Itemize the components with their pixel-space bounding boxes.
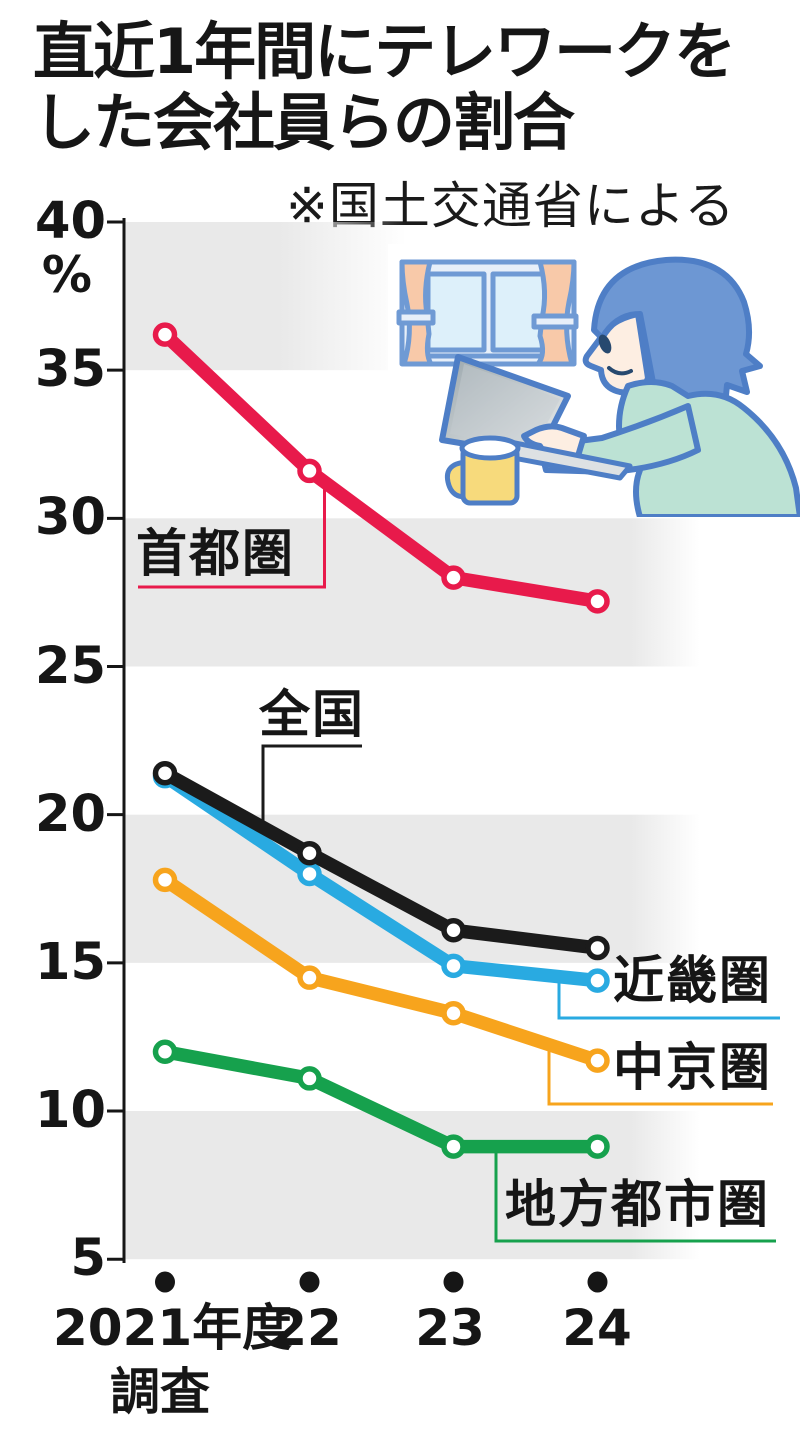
leader-line-zenkoku (261, 744, 362, 826)
label-leader-lines (138, 482, 780, 1243)
y-tick-label-40: 40 (35, 192, 106, 251)
marker-chukyo-22 (297, 965, 322, 990)
chart-title: 直近1年間にテレワークを した会社員らの割合 (33, 15, 736, 159)
curtain-right-icon (531, 259, 579, 367)
hand (521, 423, 587, 459)
x-tick-label-1: 22 (272, 1299, 342, 1357)
x-dot-0 (155, 1271, 175, 1293)
leader-line-chiho (494, 1146, 776, 1243)
y-tick-label-20: 20 (35, 784, 106, 844)
marker-chukyo-2021年度調査 (152, 867, 178, 893)
chart-title-line1: 直近1年間にテレワークを (33, 15, 736, 88)
series-line-zenkoku (161, 767, 599, 955)
marker-shutoken-22 (297, 458, 322, 484)
marker-kinki-24 (585, 968, 610, 993)
marker-zenkoku-23 (441, 918, 466, 943)
x-tick-label-0-line2: 調査 (110, 1363, 210, 1421)
x-tick-label-2: 23 (415, 1299, 485, 1357)
y-tick-label-5: 5 (70, 1229, 107, 1289)
marker-chiho-2021年度調査 (152, 1039, 178, 1065)
leader-line-kinki (557, 977, 780, 1020)
y-axis (107, 218, 126, 1263)
x-dot-1 (299, 1271, 320, 1293)
marker-zenkoku-2021年度調査 (152, 760, 178, 786)
curtain-left-icon (396, 259, 436, 367)
marker-shutoken-2021年度調査 (152, 322, 178, 347)
mug-icon (444, 435, 521, 506)
marker-shutoken-24 (585, 589, 610, 614)
chart-title-line2: した会社員らの割合 (33, 86, 575, 159)
marker-shutoken-23 (441, 565, 466, 590)
window-icon (396, 259, 579, 367)
series-label-shutoken: 首都圏 (136, 525, 296, 584)
leader-line-shutoken (138, 482, 326, 589)
marker-chukyo-23 (441, 1000, 466, 1026)
series-label-chiho: 地方都市圏 (505, 1176, 771, 1235)
gray-band-10-5 (124, 1111, 700, 1260)
marker-chiho-24 (585, 1134, 610, 1159)
series-line-chiho (163, 1045, 598, 1154)
marker-kinki-22 (297, 861, 322, 887)
x-tick-label-0: 2021年度 (53, 1299, 293, 1357)
y-tick-label-25: 25 (35, 636, 106, 696)
series-label-chukyo: 中京圏 (613, 1039, 773, 1098)
marker-chiho-22 (297, 1066, 322, 1091)
person-icon (521, 256, 800, 517)
smile (607, 366, 633, 376)
y-axis-unit-label: % (41, 246, 92, 304)
marker-zenkoku-24 (585, 935, 610, 961)
y-tick-label-10: 10 (35, 1081, 106, 1141)
series-label-kinki: 近畿圏 (613, 952, 773, 1011)
data-series (152, 322, 610, 1159)
y-tick-label-30: 30 (35, 488, 106, 548)
series-line-chukyo (161, 874, 600, 1068)
x-dot-2 (443, 1271, 464, 1293)
series-line-kinki (161, 770, 599, 988)
series-label-zenkoku: 全国 (259, 686, 366, 745)
marker-chiho-23 (441, 1134, 466, 1159)
marker-zenkoku-22 (297, 840, 322, 866)
y-tick-label-35: 35 (35, 340, 106, 400)
x-axis-dots (155, 1271, 608, 1293)
telework-illustration (388, 244, 800, 517)
eye (598, 334, 612, 354)
y-tick-label-15: 15 (35, 932, 106, 992)
marker-kinki-23 (441, 953, 466, 979)
x-dot-3 (587, 1271, 608, 1293)
leader-line-chukyo (547, 1042, 773, 1106)
x-tick-label-3: 24 (562, 1299, 632, 1357)
hair (591, 256, 763, 414)
series-line-shutoken (160, 329, 599, 608)
marker-chukyo-24 (585, 1048, 610, 1073)
